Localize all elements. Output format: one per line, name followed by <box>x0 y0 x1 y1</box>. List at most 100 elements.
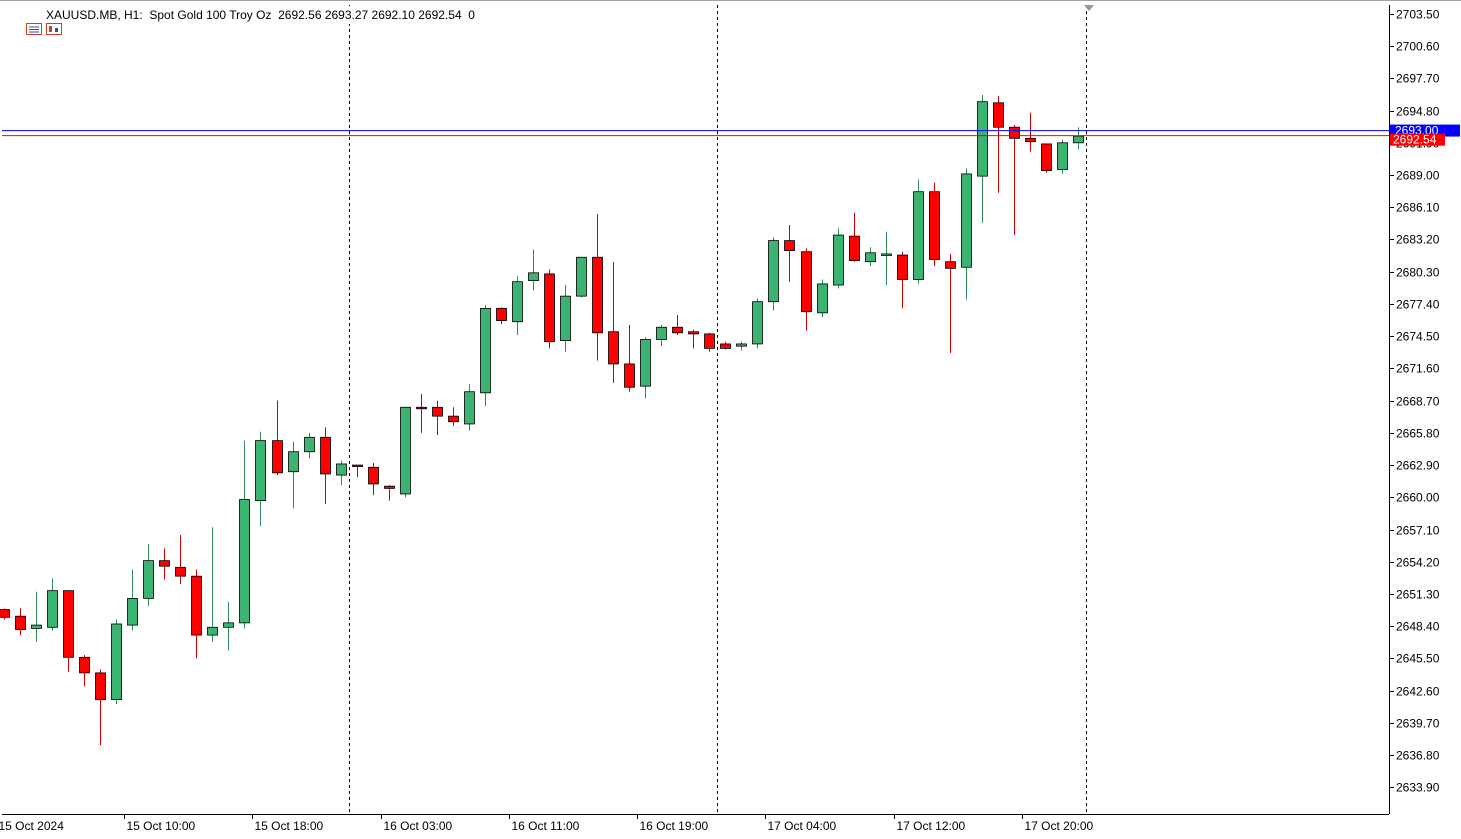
candle <box>207 527 218 642</box>
candle <box>255 431 266 527</box>
chart-frame <box>0 0 1461 815</box>
candle-body <box>752 301 763 345</box>
price-tick-label: 2697.70 <box>1396 72 1440 86</box>
candle <box>1025 112 1036 152</box>
candle-body <box>111 623 122 700</box>
candle <box>784 225 795 282</box>
candle-body <box>1073 135 1084 144</box>
candle <box>239 440 250 629</box>
candle-body <box>849 235 860 261</box>
candle <box>111 619 122 704</box>
candle <box>624 325 635 392</box>
time-tick-label: 15 Oct 2024 <box>0 819 64 833</box>
candles <box>0 95 1084 746</box>
candle-body <box>400 406 411 495</box>
candle <box>480 305 491 407</box>
price-tick-label: 2680.30 <box>1396 266 1440 280</box>
market-watch-icon[interactable] <box>6 8 43 35</box>
candle <box>336 460 347 486</box>
time-tick-label: 15 Oct 18:00 <box>255 819 324 833</box>
candle <box>416 393 427 433</box>
candle <box>31 591 42 642</box>
candle-body <box>801 251 812 313</box>
candle-body <box>784 240 795 251</box>
candle <box>801 248 812 331</box>
candle <box>881 231 892 286</box>
candle-body <box>159 560 170 567</box>
candle-body <box>576 256 587 297</box>
timeframe: H1: <box>124 8 143 22</box>
candle <box>961 168 972 300</box>
price-tick-label: 2700.60 <box>1396 40 1440 54</box>
time-tick-label: 17 Oct 20:00 <box>1025 819 1094 833</box>
candle <box>945 253 956 353</box>
candle-body <box>352 464 363 467</box>
chart-properties-icon[interactable] <box>26 8 63 35</box>
candle-body <box>127 598 138 626</box>
candle <box>560 285 571 352</box>
candle <box>191 569 202 659</box>
candle-body <box>31 624 42 629</box>
candle-body <box>368 466 379 485</box>
candle <box>448 407 459 427</box>
candle <box>736 341 747 351</box>
chart-shift-marker[interactable] <box>1084 5 1094 11</box>
price-tick-label: 2703.50 <box>1396 8 1440 22</box>
candle <box>752 298 763 349</box>
candle-body <box>608 331 619 365</box>
candle <box>384 485 395 501</box>
price-tick-label: 2636.80 <box>1396 749 1440 763</box>
candle-body <box>592 256 603 334</box>
candle <box>432 400 443 436</box>
ohlc-values: 2692.56 2693.27 2692.10 2692.54 <box>278 8 462 22</box>
candle-body <box>688 331 699 335</box>
candle <box>0 608 10 620</box>
candle <box>640 337 651 399</box>
price-tick-label: 2660.00 <box>1396 491 1440 505</box>
candle <box>993 96 1004 193</box>
bid-price-tag <box>1390 133 1445 146</box>
time-tick-label: 16 Oct 11:00 <box>512 819 580 833</box>
candle <box>15 608 26 636</box>
price-tick-label: 2665.80 <box>1396 427 1440 441</box>
candle <box>368 462 379 496</box>
time-tick-label: 16 Oct 19:00 <box>640 819 709 833</box>
candle-body <box>720 343 731 349</box>
price-tick-label: 2674.50 <box>1396 330 1440 344</box>
candle-body <box>1025 137 1036 143</box>
candle-body <box>0 609 10 618</box>
price-tick-label: 2651.30 <box>1396 588 1440 602</box>
candle-body <box>63 590 74 658</box>
candle <box>833 228 844 289</box>
candle-body <box>143 560 154 599</box>
candle-body <box>704 333 715 349</box>
price-axis[interactable]: 2703.502700.602697.702694.802691.902689.… <box>1389 8 1460 795</box>
price-tick-label: 2683.20 <box>1396 233 1440 247</box>
candle-body <box>1041 143 1052 171</box>
ask-price-tag <box>1390 124 1460 137</box>
candle-body <box>817 283 828 314</box>
candle <box>528 249 539 291</box>
candle-body <box>448 415 459 423</box>
candle <box>512 276 523 336</box>
candle-body <box>496 307 507 321</box>
candle <box>768 237 779 311</box>
candle <box>1009 125 1020 236</box>
candle <box>1041 143 1052 173</box>
candle <box>352 464 363 478</box>
candle <box>63 590 74 672</box>
candle-body <box>544 273 555 343</box>
candle-body <box>961 173 972 268</box>
candle-body <box>464 391 475 425</box>
price-tick-label: 2639.70 <box>1396 717 1440 731</box>
price-lines <box>2 130 1389 137</box>
candle-body <box>95 672 106 700</box>
candle-body <box>528 272 539 281</box>
candle-body <box>833 234 844 286</box>
time-axis[interactable]: 15 Oct 2024 15 Oct 10:00 15 Oct 18:00 16 Oc… <box>0 814 1094 833</box>
candle-body <box>175 566 186 577</box>
candle <box>897 251 908 309</box>
candle <box>320 427 331 504</box>
